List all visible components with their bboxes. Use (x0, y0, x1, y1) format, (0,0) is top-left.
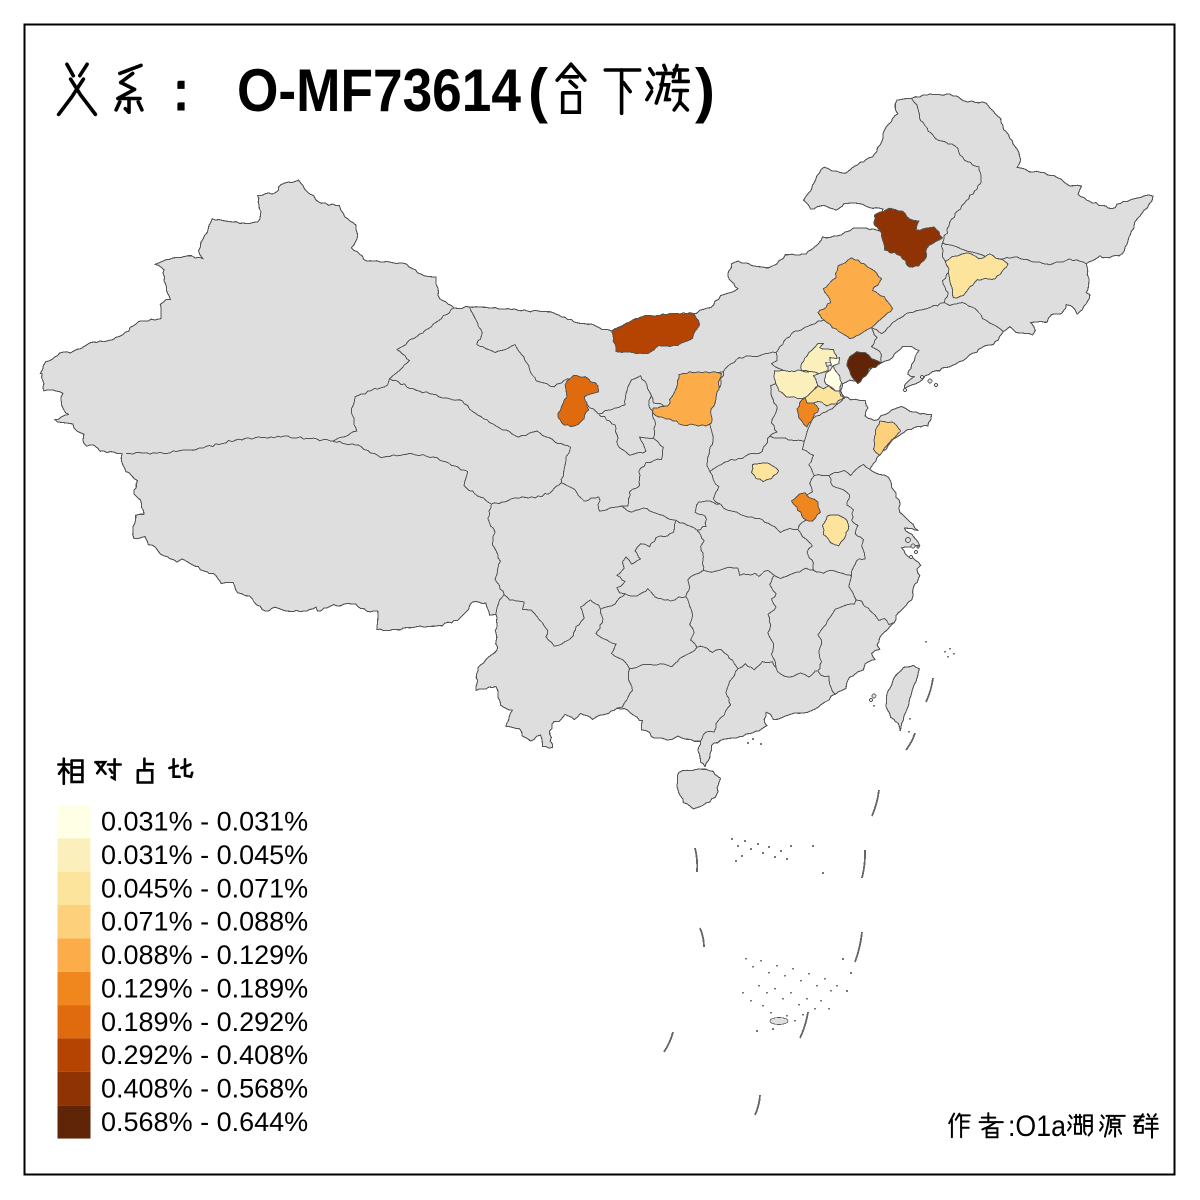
svg-text:0.568% - 0.644%: 0.568% - 0.644% (101, 1107, 308, 1137)
svg-text:0.189% - 0.292%: 0.189% - 0.292% (101, 1007, 308, 1037)
svg-text:): ) (695, 57, 715, 124)
svg-text:0.088% - 0.129%: 0.088% - 0.129% (101, 940, 308, 970)
svg-text:0.292% - 0.408%: 0.292% - 0.408% (101, 1040, 308, 1070)
svg-text:0.129% - 0.189%: 0.129% - 0.189% (101, 973, 308, 1003)
svg-text:O-MF73614: O-MF73614 (237, 57, 522, 124)
svg-text:0.031% - 0.045%: 0.031% - 0.045% (101, 840, 308, 870)
svg-text:0.045% - 0.071%: 0.045% - 0.071% (101, 873, 308, 903)
svg-text:0.071% - 0.088%: 0.071% - 0.088% (101, 907, 308, 937)
svg-text:0.408% - 0.568%: 0.408% - 0.568% (101, 1074, 308, 1104)
svg-text:0.031% - 0.031%: 0.031% - 0.031% (101, 807, 308, 837)
svg-text::O1a: :O1a (1008, 1110, 1066, 1143)
svg-text:(: ( (528, 57, 548, 124)
